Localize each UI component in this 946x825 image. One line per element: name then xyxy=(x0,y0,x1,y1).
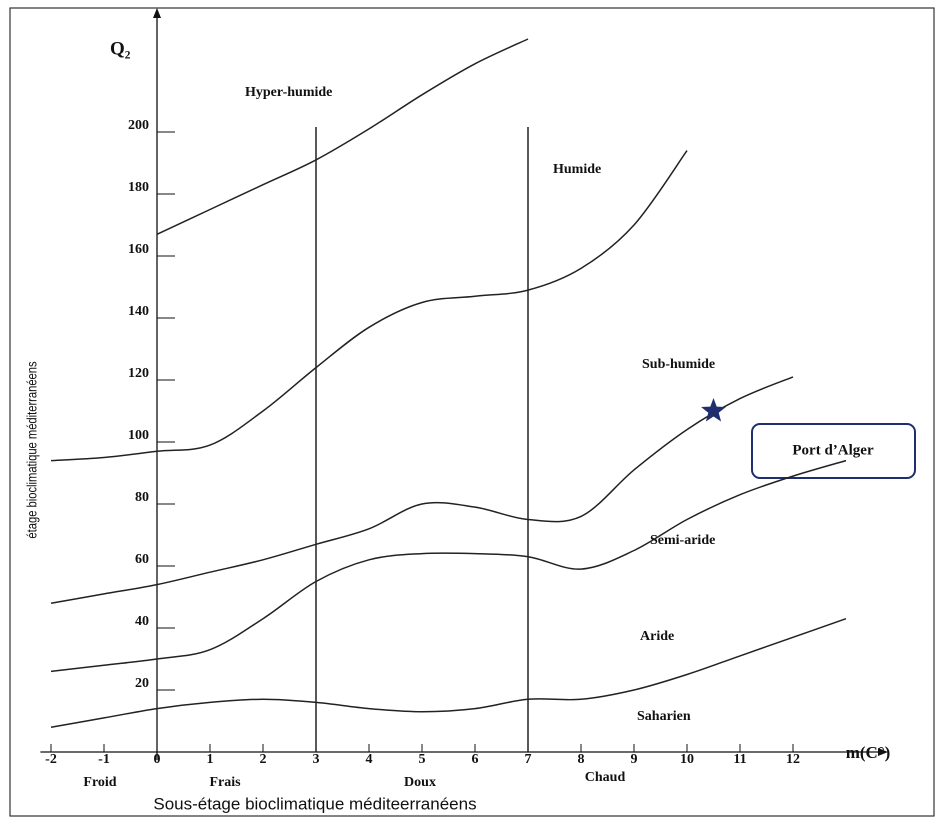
boundary-curve xyxy=(156,38,529,235)
y-axis-label: étage bioclimatique méditerranéens xyxy=(25,361,40,538)
x-tick-label: 4 xyxy=(366,752,373,767)
y-tick-label: 200 xyxy=(128,118,149,133)
zone-label: Saharien xyxy=(637,709,691,724)
x-tick-label: 8 xyxy=(578,752,585,767)
y-tick-label: 120 xyxy=(128,366,149,381)
sub-zone-label: Doux xyxy=(404,775,436,790)
zone-label: Aride xyxy=(640,629,674,644)
x-tick-label: -1 xyxy=(98,752,110,767)
x-tick-label: 2 xyxy=(260,752,267,767)
boundary-curve xyxy=(50,459,847,673)
y-tick-label: 140 xyxy=(128,304,149,319)
x-tick-label: 6 xyxy=(472,752,479,767)
x-tick-label: 0 xyxy=(154,752,161,767)
y-tick-label: 80 xyxy=(135,490,149,505)
y-tick-label: 40 xyxy=(135,614,149,629)
x-tick-label: 1 xyxy=(207,752,214,767)
y-tick-label: 180 xyxy=(128,180,149,195)
zone-label: Sub-humide xyxy=(642,357,715,372)
y-tick-label: 60 xyxy=(135,552,149,567)
callout-box xyxy=(751,423,916,479)
boundary-curve xyxy=(50,150,688,462)
x-tick-label: -2 xyxy=(45,752,57,767)
sub-zone-label: Chaud xyxy=(585,770,626,785)
y-tick-label: 100 xyxy=(128,428,149,443)
zone-label: Semi-aride xyxy=(650,533,715,548)
zone-label: Humide xyxy=(553,162,601,177)
x-tick-label: 11 xyxy=(733,752,746,767)
x-tick-label: 9 xyxy=(631,752,638,767)
x-axis-arrow xyxy=(878,748,888,756)
x-tick-label: 12 xyxy=(786,752,800,767)
station-star xyxy=(701,398,726,422)
boundary-curve xyxy=(50,376,794,604)
y-axis-title: Q₂ xyxy=(110,38,131,59)
bottom-label: Sous-étage bioclimatique méditeerranéens xyxy=(153,794,476,813)
boundary-curve xyxy=(50,617,847,728)
sub-zone-label: Frais xyxy=(209,775,241,790)
y-axis-arrow xyxy=(153,8,161,18)
y-tick-label: 160 xyxy=(128,242,149,257)
x-tick-label: 3 xyxy=(313,752,320,767)
y-tick-label: 20 xyxy=(135,676,149,691)
frame xyxy=(9,7,935,817)
zone-label: Hyper-humide xyxy=(245,85,332,100)
callout-label: Port d’Alger xyxy=(792,442,874,458)
x-tick-label: 7 xyxy=(525,752,532,767)
x-tick-label: 10 xyxy=(680,752,694,767)
sub-zone-label: Froid xyxy=(83,775,116,790)
x-tick-label: 5 xyxy=(419,752,426,767)
